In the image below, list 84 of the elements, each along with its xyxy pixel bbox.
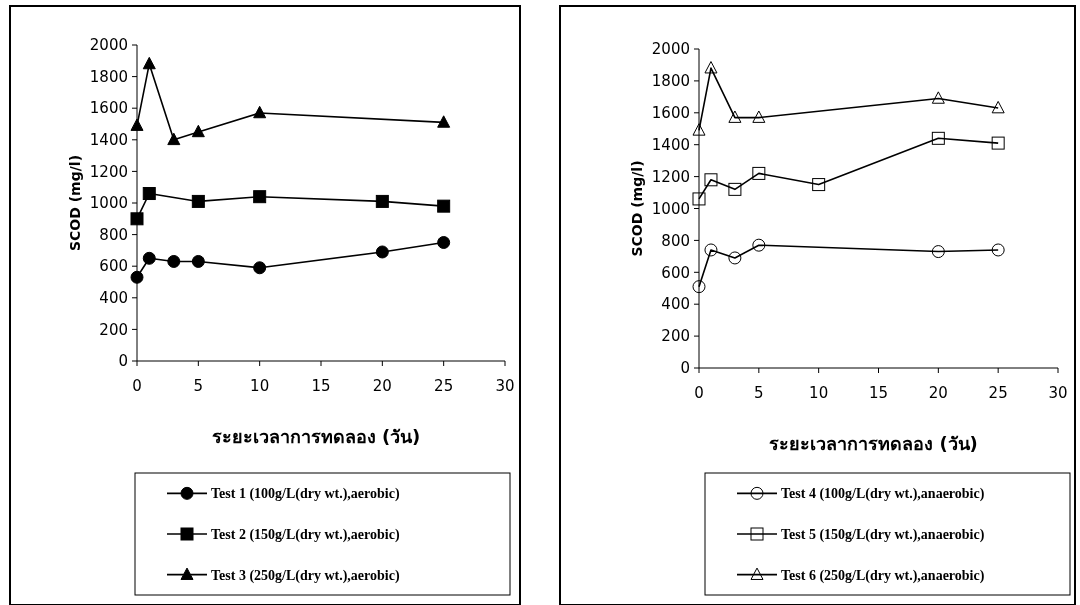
x-tick-label: 5 (193, 377, 204, 395)
y-tick-label: 400 (99, 289, 128, 308)
x-tick-label: 25 (988, 384, 1008, 402)
y-tick-label: 1600 (89, 99, 128, 118)
y-tick-label: 800 (99, 225, 128, 244)
y-tick-label: 1800 (89, 67, 128, 86)
y-tick-label: 0 (118, 352, 128, 371)
point (692, 280, 706, 294)
point (167, 132, 181, 146)
x-tick-label: 10 (809, 384, 829, 402)
point (728, 251, 742, 265)
x-tick-label: 5 (754, 384, 764, 402)
point (437, 236, 451, 249)
point (191, 254, 205, 268)
point (704, 243, 718, 257)
legend-label: Test 4 (100g/L(dry wt.),anaerobic) (781, 486, 985, 503)
legend-label: Test 1 (100g/L(dry wt.),aerobic) (211, 486, 400, 503)
y-tick-label: 1400 (651, 135, 690, 154)
y-tick-label: 1800 (651, 72, 690, 91)
y-axis-title: SCOD (mg/l) (67, 154, 83, 252)
x-axis-title: ระยะเวลาการทดลอง (วัน) (211, 426, 421, 447)
point (437, 115, 451, 128)
point (437, 199, 451, 213)
point (191, 194, 205, 208)
point (812, 178, 826, 192)
y-tick-label: 600 (661, 263, 690, 282)
x-tick-label: 15 (311, 377, 331, 395)
x-tick-label: 10 (250, 377, 270, 395)
y-tick-label: 600 (99, 257, 128, 276)
y-tick-label: 400 (661, 295, 690, 314)
point (191, 124, 205, 138)
y-tick-label: 200 (661, 327, 690, 346)
x-tick-label: 15 (868, 384, 889, 402)
legend-label: Test 2 (150g/L(dry wt.),aerobic) (211, 526, 400, 543)
point (752, 166, 766, 180)
x-tick-label: 25 (434, 377, 454, 395)
x-tick-label: 20 (928, 384, 948, 402)
point (931, 245, 945, 259)
y-axis-title: SCOD (mg/l) (629, 160, 645, 257)
y-tick-label: 1200 (651, 167, 690, 186)
point (142, 187, 156, 201)
point (130, 212, 144, 226)
point (130, 118, 144, 131)
legend-label: Test 6 (250g/L(dry wt.),anaerobic) (781, 567, 985, 584)
point (728, 110, 742, 123)
y-tick-label: 2000 (89, 36, 128, 55)
y-tick-label: 0 (680, 359, 690, 378)
point (167, 254, 181, 268)
point (375, 245, 389, 259)
x-tick-label: 30 (495, 377, 515, 395)
x-tick-label: 0 (694, 384, 704, 402)
point (991, 136, 1005, 150)
y-tick-label: 800 (661, 231, 690, 250)
point (142, 56, 156, 70)
y-tick-label: 1600 (651, 104, 690, 123)
x-tick-label: 0 (132, 377, 142, 395)
x-axis-title: ระยะเวลาการทดลอง (วัน) (769, 433, 978, 454)
x-tick-label: 30 (1048, 384, 1068, 402)
point (692, 192, 706, 206)
point (253, 105, 267, 119)
point (728, 182, 742, 196)
point (142, 251, 156, 265)
point (931, 131, 945, 145)
x-tick-label: 20 (372, 377, 392, 395)
point (704, 61, 718, 74)
y-tick-label: 200 (99, 320, 128, 339)
point (692, 123, 706, 136)
y-tick-label: 1000 (89, 194, 128, 213)
point (991, 243, 1005, 257)
legend-label: Test 5 (150g/L(dry wt.),anaerobic) (781, 526, 985, 543)
point (752, 110, 766, 123)
point (253, 190, 267, 204)
y-tick-label: 1200 (89, 162, 128, 181)
y-tick-label: 1400 (89, 131, 128, 150)
y-tick-label: 1000 (651, 199, 690, 218)
y-tick-label: 2000 (651, 40, 690, 59)
legend-label: Test 3 (250g/L(dry wt.),aerobic) (211, 567, 400, 584)
point (253, 261, 267, 275)
point (931, 91, 945, 104)
point (375, 194, 389, 208)
point (752, 238, 766, 252)
point (704, 173, 718, 187)
point (991, 100, 1005, 114)
point (130, 270, 144, 284)
